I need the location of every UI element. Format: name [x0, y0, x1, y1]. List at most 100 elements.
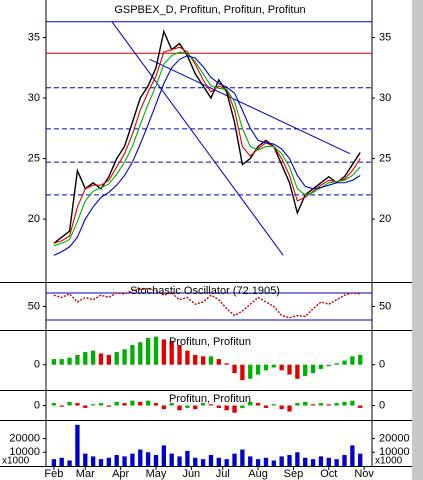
bar [67, 357, 72, 365]
bar [106, 405, 112, 407]
bar [67, 460, 72, 466]
bar [248, 456, 253, 466]
bar [310, 364, 316, 374]
x-tick-label: Nov [354, 468, 374, 480]
y-tick-label: 0 [34, 399, 40, 411]
bar [279, 364, 284, 371]
bar [208, 455, 214, 466]
bar [295, 364, 300, 379]
x-tick-label: Apr [112, 468, 129, 480]
bar [255, 364, 261, 375]
bar [130, 345, 135, 365]
bar [122, 456, 127, 466]
bar [232, 405, 237, 413]
bar [318, 403, 324, 406]
bar [122, 349, 127, 365]
bar [200, 403, 206, 406]
y-tick-label-right: 20 [379, 213, 391, 225]
series-line [53, 55, 361, 256]
y-tick-label-right: 0 [379, 399, 385, 411]
bar [334, 363, 339, 365]
x-tick-label: Jul [216, 468, 230, 480]
bar [145, 400, 151, 406]
panel [46, 287, 372, 321]
bar [342, 360, 347, 365]
bar [145, 338, 151, 365]
bar [350, 400, 355, 406]
bar [263, 364, 269, 371]
bar [287, 455, 292, 466]
bar [255, 459, 261, 466]
panel-title: Profitun, Profitun [169, 393, 251, 405]
bar [130, 453, 135, 466]
bar [216, 405, 221, 408]
bar [216, 457, 221, 466]
bar [98, 459, 104, 466]
bar [114, 455, 119, 466]
bar [216, 359, 221, 365]
bar [83, 405, 88, 408]
bar [200, 459, 206, 466]
bar [208, 356, 214, 365]
bar [145, 452, 151, 466]
bar [255, 403, 261, 406]
bar [153, 403, 159, 406]
panel [51, 424, 363, 466]
bar [232, 453, 237, 466]
trend-line [149, 58, 351, 155]
y-tick-label: 35 [28, 31, 40, 43]
series-line [53, 287, 361, 319]
bar [122, 403, 127, 406]
panel-title: Stochastic Oscillator (72.1905) [130, 285, 280, 297]
y-tick-label: 10000 [9, 446, 40, 458]
bar [83, 453, 88, 466]
y-tick-label: 50 [28, 300, 40, 312]
bar [287, 405, 292, 412]
bar [358, 354, 363, 365]
trend-line [111, 21, 284, 256]
bar [263, 457, 269, 466]
y-tick-label: 20000 [9, 432, 40, 444]
y-tick-label-right: 20000 [379, 432, 410, 444]
bar [358, 405, 363, 408]
y-tick-label: 20 [28, 213, 40, 225]
y-tick-label: 30 [28, 92, 40, 104]
bar [240, 405, 245, 408]
bar [106, 457, 112, 466]
bar [295, 403, 300, 406]
bar [279, 456, 284, 466]
bar [51, 403, 57, 406]
bar [169, 453, 174, 466]
series-line [53, 51, 361, 247]
bar [83, 352, 88, 365]
bar [310, 459, 316, 466]
bar [193, 405, 198, 410]
x-tick-label: Feb [44, 468, 63, 480]
x-tick-label: May [146, 468, 167, 480]
bar [248, 401, 253, 406]
bar [271, 404, 276, 406]
bar [177, 405, 182, 411]
y-tick-label-right: 35 [379, 31, 391, 43]
bar [358, 453, 363, 466]
bar [326, 404, 331, 406]
bar [169, 403, 174, 406]
bar [303, 364, 308, 376]
bar [153, 455, 159, 466]
bar [224, 363, 229, 365]
y-tick-label-right: 10000 [379, 446, 410, 458]
panel [51, 400, 363, 413]
bar [90, 404, 96, 406]
x-tick-label: Mar [76, 468, 95, 480]
bar [59, 405, 64, 407]
bar [342, 401, 347, 406]
x-tick-label: Aug [248, 468, 268, 480]
y-tick-label-right: 25 [379, 152, 391, 164]
bar [263, 405, 269, 408]
bar [114, 352, 119, 365]
x-tick-label: Oct [320, 468, 337, 480]
series-line [53, 46, 361, 244]
bar [318, 456, 324, 466]
bar [59, 359, 64, 365]
panel [46, 21, 372, 256]
